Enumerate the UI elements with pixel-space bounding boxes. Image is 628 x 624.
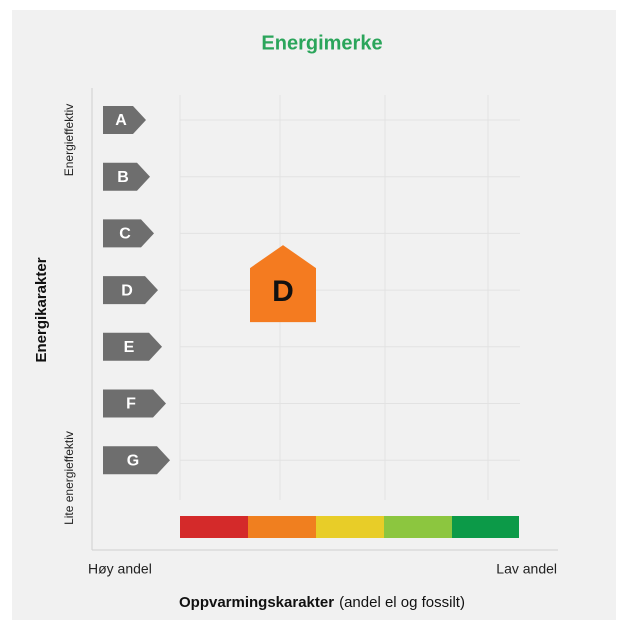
y-top-label: Energieffektiv <box>62 104 76 177</box>
x-axis-title: Oppvarmingskarakter (andel el og fossilt) <box>179 594 465 611</box>
grade-label: G <box>127 452 139 469</box>
grade-label: C <box>119 226 131 243</box>
grade-arrow <box>103 276 158 305</box>
grade-arrow <box>103 162 150 191</box>
x-title-main: Oppvarmingskarakter <box>179 594 334 611</box>
x-left-label: Høy andel <box>88 561 152 577</box>
grade-label: E <box>124 339 135 356</box>
heating-scale <box>180 516 519 538</box>
title: Energimerke <box>261 32 382 54</box>
rating-marker <box>250 245 316 323</box>
grade-arrow <box>103 106 146 134</box>
grade-arrow <box>103 332 162 361</box>
x-title-sub: (andel el og fossilt) <box>339 594 465 611</box>
grade-arrow <box>103 219 154 248</box>
grade-label: B <box>117 169 129 186</box>
y-axis-title: Energikarakter <box>33 257 50 362</box>
grade-label: F <box>126 396 136 413</box>
grade-arrow <box>103 389 166 418</box>
y-bottom-label: Lite energieffektiv <box>62 431 76 525</box>
grade-label: A <box>115 112 127 129</box>
grade-arrow <box>103 446 170 475</box>
rating-label: D <box>272 275 294 308</box>
x-right-label: Lav andel <box>496 561 557 577</box>
grade-label: D <box>121 282 133 299</box>
